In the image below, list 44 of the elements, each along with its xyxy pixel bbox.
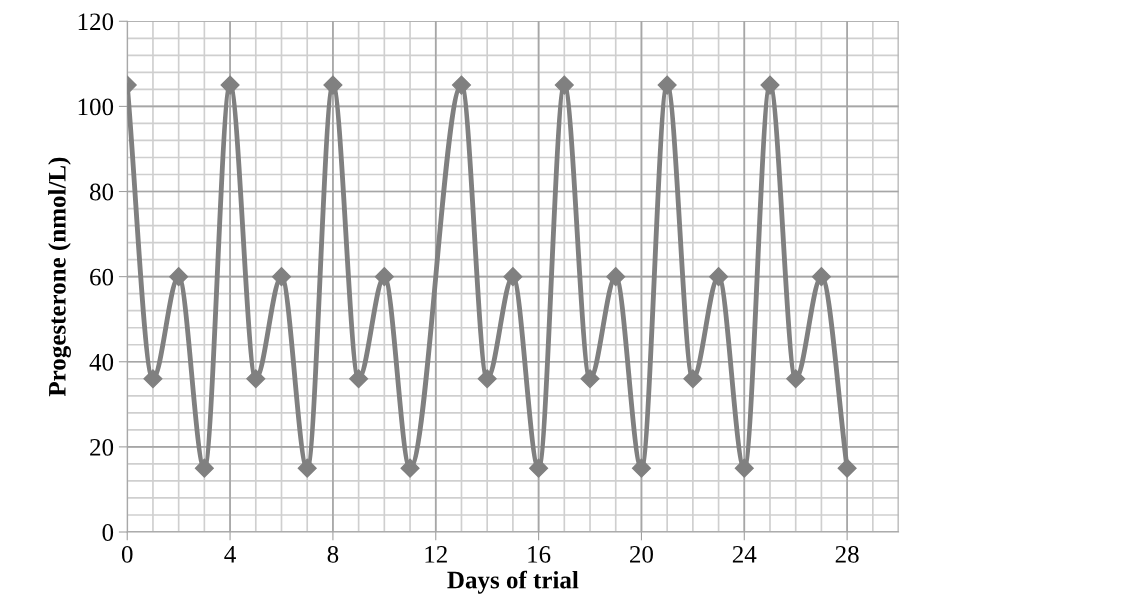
- point: [323, 75, 343, 95]
- point: [811, 267, 831, 287]
- x-tick-label: 24: [732, 545, 757, 563]
- point: [374, 267, 394, 287]
- x-tick-label: 20: [630, 545, 653, 563]
- y-tick-label: 120: [78, 13, 114, 31]
- x-tick-label: 8: [327, 545, 339, 563]
- y-tick-label: 100: [78, 98, 114, 116]
- x-tick-label: 12: [425, 545, 447, 563]
- x-tick-label: 0: [121, 545, 133, 563]
- point: [683, 369, 703, 389]
- y-tick-label: 60: [90, 268, 114, 286]
- point: [143, 369, 163, 389]
- point: [169, 267, 189, 287]
- point: [271, 267, 292, 287]
- point: [246, 369, 266, 389]
- point: [734, 458, 754, 478]
- point: [451, 75, 472, 95]
- point: [760, 75, 780, 95]
- point: [400, 458, 420, 478]
- y-tick-label: 40: [89, 353, 114, 371]
- point: [657, 75, 677, 95]
- point: [837, 458, 857, 478]
- y-tick-label: 20: [90, 438, 114, 456]
- y-axis-title: Progesterone (nmol/L): [48, 157, 71, 397]
- point: [709, 267, 729, 287]
- y-tick-label: 0: [102, 524, 114, 541]
- x-tick-label: 28: [835, 545, 859, 563]
- point: [606, 267, 626, 287]
- x-tick-label: 4: [224, 546, 236, 563]
- point: [529, 458, 549, 478]
- y-tick-label: 80: [90, 183, 114, 201]
- point: [503, 267, 523, 287]
- point: [477, 369, 497, 389]
- point: [220, 75, 240, 95]
- point: [631, 458, 651, 478]
- x-axis-title: Days of trial: [447, 570, 579, 594]
- point: [554, 75, 574, 95]
- x-tick-label: 16: [528, 545, 551, 563]
- point: [349, 369, 369, 389]
- point: [194, 458, 214, 478]
- point: [786, 369, 806, 389]
- point: [297, 458, 317, 478]
- point: [580, 369, 600, 389]
